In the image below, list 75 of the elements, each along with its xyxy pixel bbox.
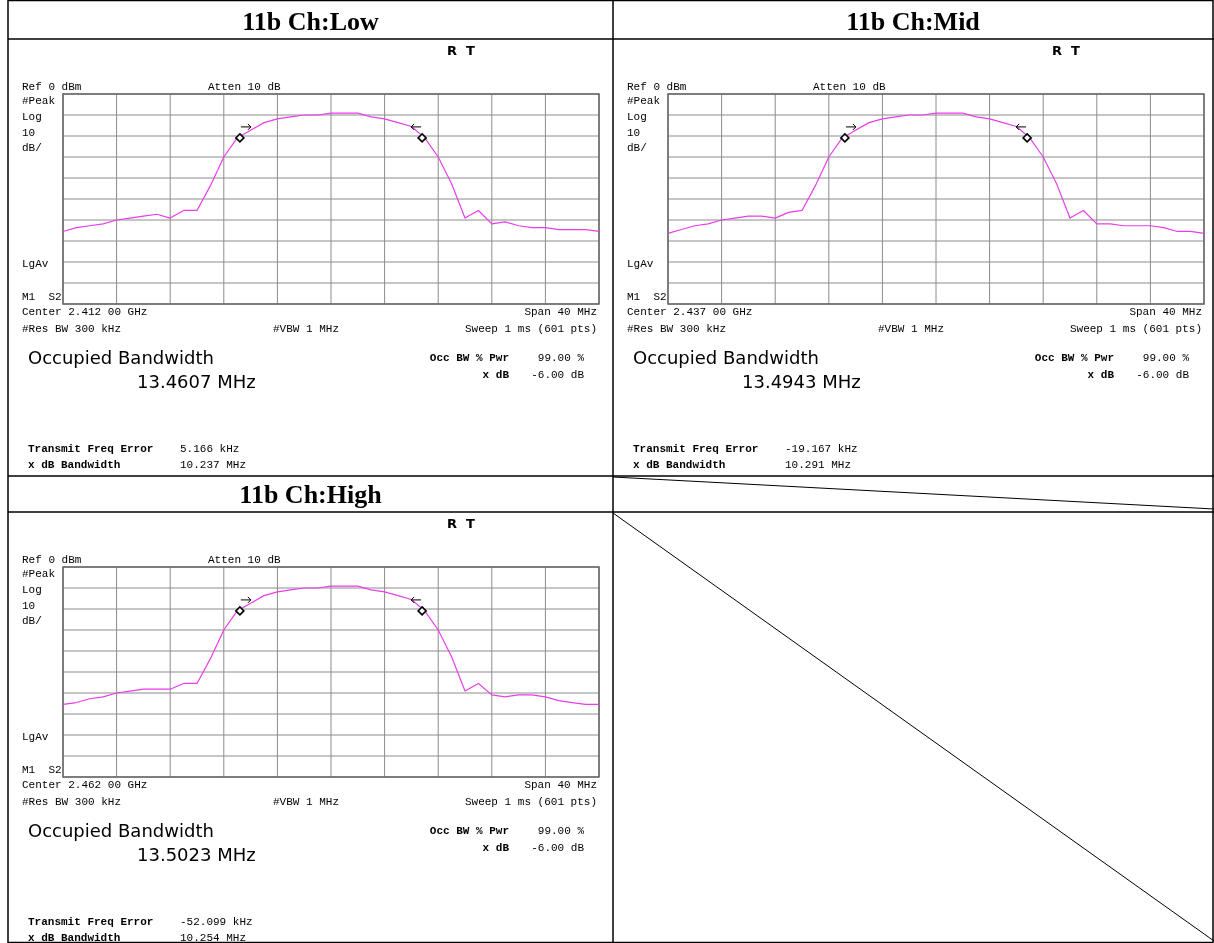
text: R T [447,43,476,58]
chart-title: 11b Ch:High [239,480,383,509]
text: #Res BW 300 kHz [22,323,122,335]
text: Center 2.437 00 GHz [627,306,753,318]
text: Atten 10 dB [208,81,282,93]
text: Ref 0 dBm [22,81,82,93]
text: Span 40 MHz [524,306,597,318]
text: M1 S2 [22,291,62,303]
text: Transmit Freq Error [633,443,759,455]
text: Transmit Freq Error [28,916,154,928]
text: x dB [482,369,510,381]
text: #VBW 1 MHz [273,796,340,808]
text: Center 2.462 00 GHz [22,779,148,791]
text: M1 S2 [627,291,667,303]
text: dB/ [627,142,647,154]
text: Sweep 1 ms (601 pts) [464,796,597,808]
text: #Res BW 300 kHz [22,796,122,808]
text: Log [22,584,42,596]
text: 10 [627,127,641,139]
text: -19.167 kHz [785,443,858,455]
text: Occ BW % Pwr [429,825,509,837]
text: Log [627,111,647,123]
text: x dB Bandwidth [28,932,121,943]
text: -6.00 dB [1136,369,1190,381]
text: Center 2.412 00 GHz [22,306,148,318]
text: 10.254 MHz [180,932,247,943]
text: #VBW 1 MHz [273,323,340,335]
text: 10.237 MHz [180,459,247,471]
text: dB/ [22,615,42,627]
text: Atten 10 dB [813,81,887,93]
text: -52.099 kHz [180,916,253,928]
text: x dB [482,842,510,854]
text: Span 40 MHz [1129,306,1202,318]
text: LgAv [22,258,49,270]
text: dB/ [22,142,42,154]
text: Ref 0 dBm [627,81,687,93]
text: Ref 0 dBm [22,554,82,566]
text: 99.00 % [537,825,585,837]
text: x dB Bandwidth [28,459,121,471]
text: x dB [1087,369,1115,381]
text: Sweep 1 ms (601 pts) [464,323,597,335]
text: M1 S2 [22,764,62,776]
text: LgAv [22,731,49,743]
text: 99.00 % [1142,352,1190,364]
text: Atten 10 dB [208,554,282,566]
text: 10 [22,127,36,139]
text: 13.4943 MHz [742,371,861,392]
text: 99.00 % [537,352,585,364]
text: 5.166 kHz [180,443,240,455]
text: Occ BW % Pwr [1034,352,1114,364]
text: Sweep 1 ms (601 pts) [1069,323,1202,335]
text: Log [22,111,42,123]
text: Occupied Bandwidth [28,820,214,841]
text: Span 40 MHz [524,779,597,791]
text: 10.291 MHz [785,459,852,471]
text: 10 [22,600,36,612]
text: R T [447,516,476,531]
chart-title: 11b Ch:Mid [846,7,981,36]
text: 13.4607 MHz [137,371,256,392]
text: #Res BW 300 kHz [627,323,727,335]
text: #VBW 1 MHz [878,323,945,335]
text: #Peak [22,568,56,580]
text: 13.5023 MHz [137,844,256,865]
text: Occ BW % Pwr [429,352,509,364]
text: x dB Bandwidth [633,459,726,471]
text: Transmit Freq Error [28,443,154,455]
text: -6.00 dB [531,369,585,381]
chart-title: 11b Ch:Low [242,7,379,36]
text: #Peak [22,95,56,107]
text: -6.00 dB [531,842,585,854]
text: Occupied Bandwidth [28,347,214,368]
text: LgAv [627,258,654,270]
text: #Peak [627,95,661,107]
text: Occupied Bandwidth [633,347,819,368]
text: R T [1052,43,1081,58]
